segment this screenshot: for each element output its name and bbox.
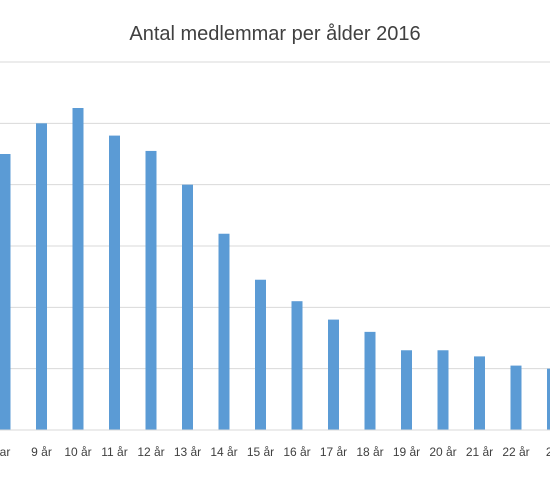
x-tick-labels: ar 9 år 10 år 11 år 12 år 13 år 14 år 15 år 16 å… <box>0 445 550 459</box>
x-tick-label: 11 år <box>101 445 127 459</box>
x-tick-label: 21 år <box>466 445 493 459</box>
x-tick-label: 19 år <box>393 445 420 459</box>
x-tick-label: 10 år <box>64 445 91 459</box>
bar <box>182 184 193 430</box>
bar <box>328 319 339 430</box>
bar <box>255 279 266 430</box>
gridlines <box>0 61 550 370</box>
bar <box>474 356 485 430</box>
bar <box>36 123 47 430</box>
chart-title: Antal medlemmar per ålder 2016 <box>129 23 420 45</box>
x-tick-label: 14 år <box>210 445 237 459</box>
bar <box>72 108 84 430</box>
x-tick-label: 13 år <box>174 445 201 459</box>
bar <box>547 368 550 430</box>
x-tick-label: 9 år <box>31 445 52 459</box>
x-tick-label: 18 år <box>356 445 383 459</box>
x-tick-label: 20 år <box>429 445 456 459</box>
x-tick-label: 22 år <box>502 445 529 459</box>
x-tick-label: 16 år <box>283 445 310 459</box>
bar <box>291 301 303 430</box>
x-tick-label: 12 år <box>137 445 164 459</box>
x-tick-label: 15 år <box>247 445 274 459</box>
x-tick-label: 17 år <box>320 445 347 459</box>
bar <box>0 154 11 430</box>
x-tick-label: ar <box>0 445 10 459</box>
bar <box>145 150 157 430</box>
bar <box>510 365 522 430</box>
bar <box>364 331 376 430</box>
bars <box>0 108 550 430</box>
x-tick-label: 23 <box>546 445 550 459</box>
bar <box>218 233 230 430</box>
bar <box>109 135 120 430</box>
bar <box>401 350 412 430</box>
bar <box>437 350 449 430</box>
